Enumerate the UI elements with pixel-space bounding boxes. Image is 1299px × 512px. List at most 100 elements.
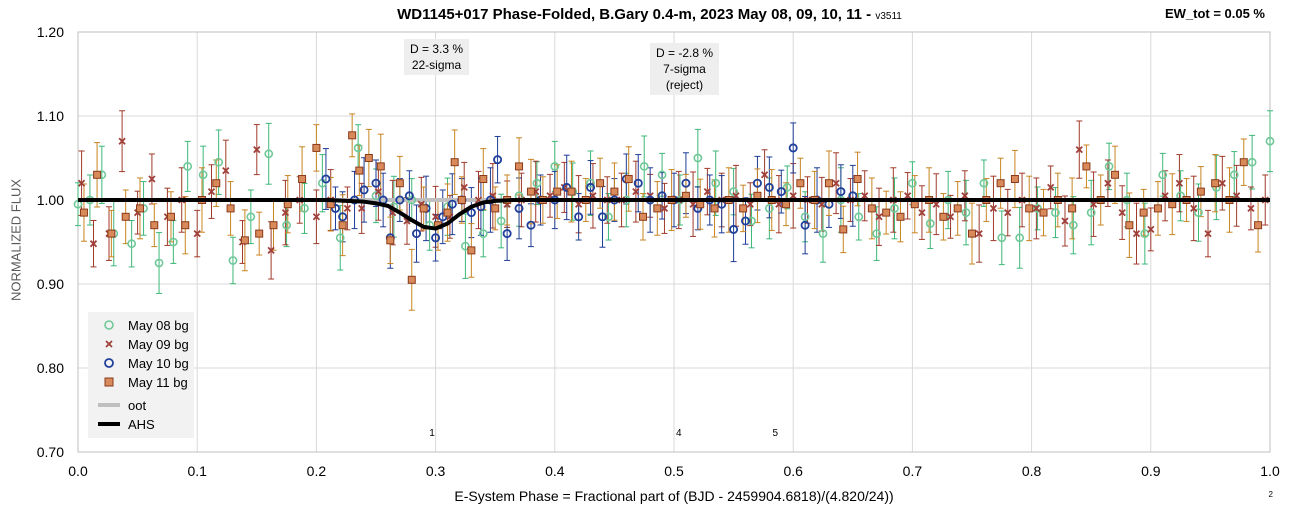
dip2-sigma: 7-sigma bbox=[663, 62, 706, 76]
point-may09 bbox=[918, 208, 926, 217]
point-may11 bbox=[896, 212, 905, 221]
point-may11 bbox=[181, 221, 190, 230]
legend-item-may08: May 08 bg bbox=[96, 316, 189, 334]
point-may08 bbox=[1086, 208, 1096, 217]
point-may10 bbox=[741, 216, 751, 226]
point-may09 bbox=[222, 166, 230, 175]
point-may09 bbox=[775, 200, 783, 208]
point-may10 bbox=[321, 174, 331, 184]
point-may08 bbox=[282, 220, 291, 230]
point-may08 bbox=[198, 170, 208, 180]
point-may08 bbox=[228, 256, 238, 265]
point-may11 bbox=[348, 131, 357, 140]
point-may10 bbox=[371, 178, 381, 188]
x-tick-label: 0.5 bbox=[664, 463, 684, 479]
point-may08 bbox=[782, 182, 792, 192]
legend-symbol-oot bbox=[98, 403, 120, 407]
point-may11 bbox=[996, 179, 1005, 188]
point-may08 bbox=[478, 229, 488, 238]
point-may11 bbox=[526, 187, 535, 196]
point-may08 bbox=[1104, 161, 1114, 171]
point-may08 bbox=[925, 219, 935, 228]
point-may11 bbox=[443, 208, 452, 217]
point-may10 bbox=[597, 212, 607, 222]
point-may11 bbox=[553, 187, 562, 196]
point-may09 bbox=[1190, 204, 1198, 213]
point-may09 bbox=[832, 179, 840, 187]
dip2-annotation: D = -2.8 % 7-sigma (reject) bbox=[650, 43, 720, 95]
point-may11 bbox=[1039, 208, 1048, 217]
point-may09 bbox=[148, 175, 156, 183]
point-may09 bbox=[575, 200, 583, 208]
legend-label-may10: May 10 bg bbox=[128, 355, 189, 371]
point-may11 bbox=[150, 221, 159, 230]
point-may10 bbox=[431, 233, 441, 243]
point-may09 bbox=[560, 183, 568, 192]
point-may08 bbox=[764, 203, 774, 213]
point-may11 bbox=[1196, 187, 1205, 196]
point-may09 bbox=[861, 192, 869, 200]
point-may11 bbox=[212, 179, 221, 188]
point-may09 bbox=[431, 213, 440, 221]
point-may11 bbox=[1010, 175, 1019, 183]
point-may09 bbox=[1247, 204, 1255, 213]
point-may08 bbox=[550, 161, 560, 171]
point-may10 bbox=[681, 178, 691, 188]
legend-symbol-may09 bbox=[105, 340, 113, 348]
point-may09 bbox=[1089, 200, 1098, 208]
point-may10 bbox=[438, 212, 448, 222]
point-may08 bbox=[729, 187, 738, 196]
point-may08 bbox=[657, 170, 667, 180]
legend: May 08 bg May 09 bg May 10 bg May 11 bg bbox=[88, 312, 194, 438]
ew-total-label: EW_tot = 0.05 % bbox=[1164, 6, 1265, 21]
point-may11 bbox=[376, 162, 385, 171]
point-may11 bbox=[867, 204, 876, 213]
point-may10 bbox=[776, 187, 786, 197]
y-axis-label: NORMALIZED FLUX bbox=[8, 178, 24, 302]
point-may08 bbox=[604, 212, 613, 222]
point-may09 bbox=[1032, 204, 1041, 213]
point-may11 bbox=[796, 179, 805, 188]
x-tick-label: 0.9 bbox=[1141, 463, 1161, 479]
point-may11 bbox=[853, 175, 862, 183]
point-may11 bbox=[1025, 204, 1034, 213]
point-may09 bbox=[632, 187, 640, 196]
point-may08 bbox=[800, 212, 810, 222]
dip2-depth: D = -2.8 % bbox=[656, 46, 714, 60]
point-may11 bbox=[882, 208, 891, 217]
point-may11 bbox=[338, 221, 347, 230]
point-may10 bbox=[447, 199, 457, 209]
legend-label-ahs: AHS bbox=[128, 416, 155, 432]
x-tick-label: 0.2 bbox=[307, 463, 327, 479]
point-may11 bbox=[467, 246, 476, 255]
point-may09 bbox=[789, 192, 797, 200]
point-may11 bbox=[407, 275, 416, 284]
point-may10 bbox=[788, 143, 798, 153]
corner-note: 2 bbox=[1268, 490, 1273, 499]
point-may09 bbox=[343, 204, 352, 213]
point-may09 bbox=[903, 192, 912, 200]
point-may11 bbox=[824, 179, 833, 188]
legend-symbol-may10 bbox=[104, 358, 114, 368]
point-may09 bbox=[460, 183, 468, 192]
point-may09 bbox=[975, 229, 983, 238]
plot-frame bbox=[77, 31, 1271, 453]
point-may09 bbox=[746, 200, 754, 208]
point-may11 bbox=[1254, 221, 1263, 230]
point-may10 bbox=[493, 155, 503, 165]
point-may09 bbox=[1218, 179, 1226, 187]
point-may10 bbox=[514, 203, 524, 213]
point-may09 bbox=[1175, 179, 1184, 187]
point-may09 bbox=[946, 213, 955, 221]
point-may08 bbox=[1247, 157, 1257, 167]
point-may08 bbox=[908, 178, 917, 188]
y-tick-label: 0.80 bbox=[37, 360, 64, 376]
point-may11 bbox=[1239, 158, 1248, 167]
point-may11 bbox=[450, 158, 459, 167]
point-may09 bbox=[660, 204, 669, 213]
dip1-depth: D = 3.3 % bbox=[410, 42, 464, 56]
point-may11 bbox=[968, 229, 976, 238]
point-may10 bbox=[562, 182, 572, 192]
point-may08 bbox=[1068, 220, 1078, 230]
point-may09 bbox=[875, 213, 883, 221]
